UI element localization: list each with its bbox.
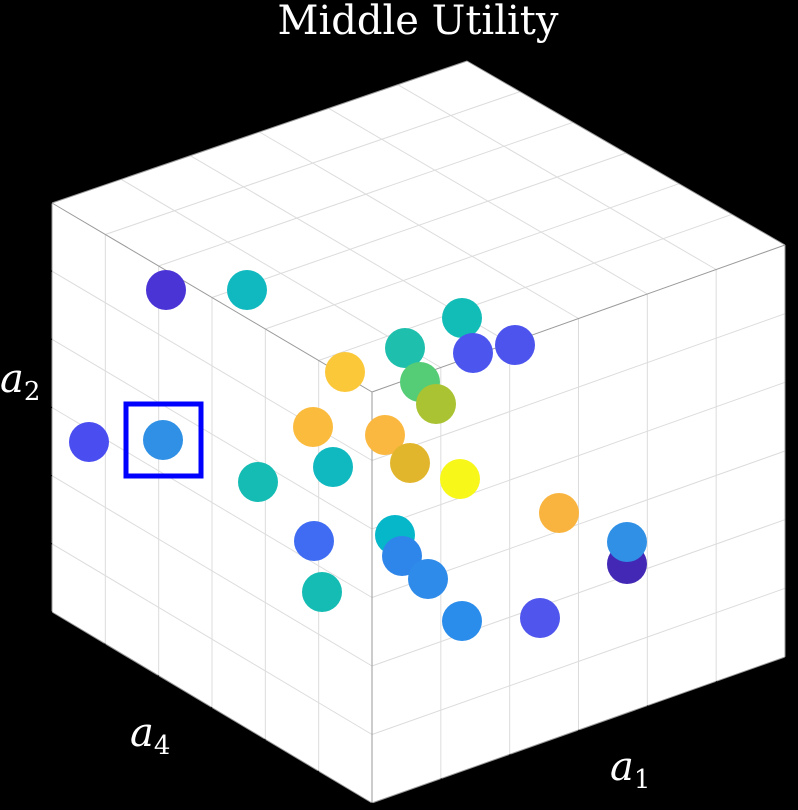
scatter-point xyxy=(302,572,342,612)
y-axis-tick xyxy=(311,770,320,777)
selection-highlight-box[interactable] xyxy=(123,401,204,479)
scatter-point xyxy=(293,407,333,447)
y-axis-tick xyxy=(364,802,373,809)
plot-box xyxy=(43,60,791,810)
x-axis-tick xyxy=(371,802,378,810)
x-axis-tick xyxy=(784,656,791,664)
scatter-point xyxy=(440,459,480,499)
y-axis-tick xyxy=(204,707,213,713)
scatter-point xyxy=(143,420,183,460)
scatter-point xyxy=(390,443,430,483)
scatter-point xyxy=(69,422,109,462)
chart-title: Middle Utility xyxy=(278,0,559,44)
scatter-point xyxy=(325,352,365,392)
x-axis-tick xyxy=(646,705,653,713)
box-edge xyxy=(51,60,468,204)
top-face xyxy=(52,61,785,392)
grid-line xyxy=(318,213,733,361)
z-axis-tick xyxy=(43,336,53,340)
scatter-point xyxy=(294,521,334,561)
z-axis-tick xyxy=(43,473,53,477)
y-axis-tick xyxy=(44,611,53,618)
scatter-point xyxy=(146,270,186,310)
z-axis-tick xyxy=(43,268,53,272)
scatter-point xyxy=(520,598,560,638)
scatter-point xyxy=(442,601,482,641)
x-axis-tick xyxy=(440,778,447,786)
z-axis-label: a2 xyxy=(0,356,40,407)
y-axis-tick xyxy=(97,643,106,650)
box-edge xyxy=(466,60,786,246)
scatter-point xyxy=(365,415,405,455)
grid-lines xyxy=(51,84,786,779)
scatter-point xyxy=(453,333,493,373)
x-axis-tick xyxy=(715,680,722,688)
x-axis-tick xyxy=(578,729,584,737)
scatter-point xyxy=(408,559,448,599)
scatter-point xyxy=(442,298,482,338)
scatter-point xyxy=(238,462,278,502)
scatter-point xyxy=(539,493,579,533)
tick-marks xyxy=(43,200,791,810)
scatter-point xyxy=(495,325,535,365)
x-axis-tick xyxy=(509,753,516,761)
z-axis-tick xyxy=(43,541,53,545)
y-axis-label: a4 xyxy=(130,710,170,761)
data-points xyxy=(69,270,647,641)
x-axis-label: a1 xyxy=(610,744,650,795)
y-axis-tick xyxy=(151,675,160,682)
z-axis-tick xyxy=(43,609,53,613)
z-axis-tick xyxy=(43,404,53,409)
scatter-point xyxy=(313,447,353,487)
grid-line xyxy=(371,587,786,735)
z-axis-tick xyxy=(43,200,53,204)
y-axis-tick xyxy=(257,738,266,745)
scatter-point xyxy=(382,536,422,576)
grid-line xyxy=(51,543,373,735)
scatter-point xyxy=(385,328,425,368)
scatter-point xyxy=(227,270,267,310)
scatter-point xyxy=(416,384,456,424)
box-edge xyxy=(51,202,373,393)
scatter-point xyxy=(607,522,647,562)
box-edge xyxy=(371,244,786,393)
